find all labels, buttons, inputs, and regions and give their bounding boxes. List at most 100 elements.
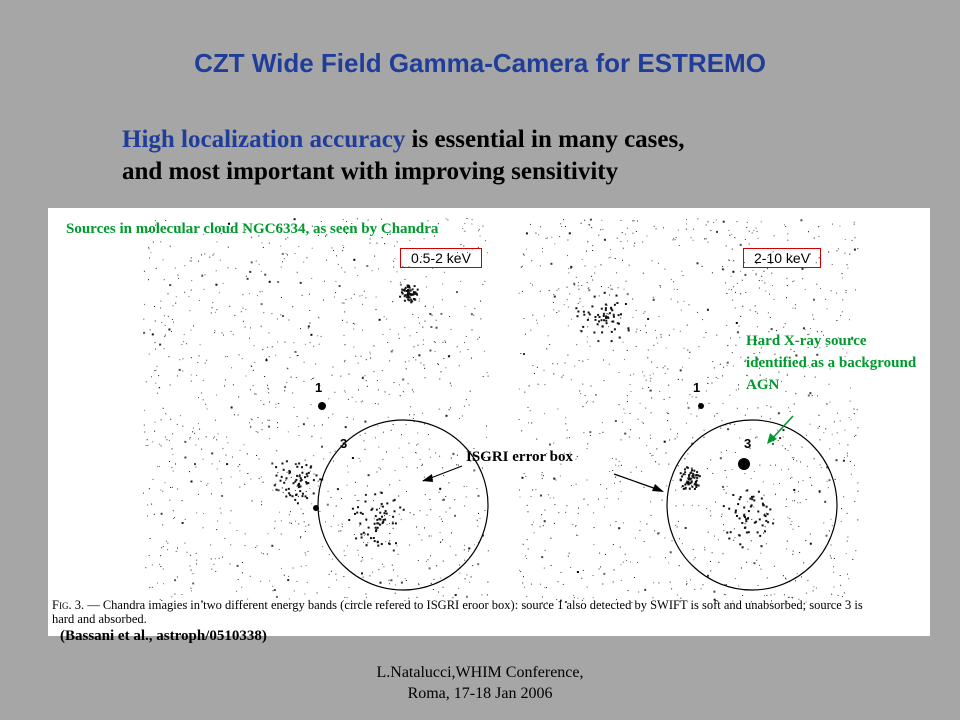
noise-dot — [656, 337, 657, 339]
noise-dot — [543, 315, 545, 317]
noise-dot — [707, 241, 709, 243]
noise-dot — [197, 362, 199, 364]
noise-dot — [532, 521, 534, 523]
noise-dot — [557, 408, 559, 410]
noise-dot — [565, 423, 567, 425]
noise-dot — [343, 550, 345, 552]
source-cluster-dot — [283, 481, 286, 484]
noise-dot — [360, 524, 362, 526]
noise-dot — [341, 523, 343, 525]
noise-dot — [267, 533, 269, 535]
noise-dot — [268, 356, 270, 358]
source-cluster-dot — [624, 303, 627, 305]
noise-dot — [274, 224, 276, 226]
noise-dot — [540, 494, 542, 497]
noise-dot — [331, 374, 333, 376]
noise-dot — [313, 377, 315, 379]
noise-dot — [617, 287, 619, 289]
noise-dot — [358, 499, 360, 501]
noise-dot — [845, 600, 847, 602]
noise-dot — [147, 504, 149, 506]
photon-noise — [143, 218, 859, 604]
noise-dot — [581, 259, 583, 260]
noise-dot — [160, 555, 162, 557]
noise-dot — [441, 299, 443, 301]
noise-dot — [204, 362, 206, 364]
caption-fig-number: Fig. 3. — [52, 598, 85, 612]
noise-dot — [628, 264, 630, 266]
noise-dot — [160, 489, 162, 491]
noise-dot — [753, 353, 755, 354]
noise-dot — [389, 533, 391, 534]
noise-dot — [392, 521, 394, 523]
noise-dot — [199, 428, 201, 430]
noise-dot — [804, 329, 806, 331]
noise-dot — [202, 379, 204, 381]
source-cluster-dot — [575, 307, 578, 310]
noise-dot — [230, 330, 232, 332]
noise-dot — [813, 298, 815, 301]
noise-dot — [830, 544, 832, 546]
noise-dot — [416, 467, 418, 469]
noise-dot — [773, 235, 775, 237]
source-cluster-dot — [691, 485, 694, 488]
source-cluster-dot — [376, 522, 379, 525]
noise-dot — [611, 288, 613, 290]
noise-dot — [162, 524, 164, 526]
noise-dot — [335, 573, 337, 575]
noise-dot — [384, 391, 386, 393]
noise-dot — [367, 542, 369, 544]
noise-dot — [466, 218, 468, 219]
noise-dot — [531, 284, 533, 286]
source-cluster-dot — [403, 288, 406, 291]
noise-dot — [663, 398, 665, 400]
noise-dot — [708, 402, 710, 404]
noise-dot — [262, 481, 264, 483]
noise-dot — [730, 275, 732, 277]
source-cluster-dot — [612, 313, 615, 316]
source-cluster-dot — [273, 484, 276, 487]
noise-dot — [161, 600, 163, 601]
source-cluster-dot — [728, 507, 731, 510]
noise-dot — [767, 312, 769, 314]
noise-dot — [338, 285, 341, 287]
noise-dot — [560, 463, 562, 465]
source-cluster-dot — [409, 289, 412, 292]
noise-dot — [186, 602, 188, 604]
source-cluster-dot — [299, 485, 302, 488]
noise-dot — [787, 450, 789, 451]
noise-dot — [528, 422, 529, 424]
noise-dot — [262, 247, 264, 248]
noise-dot — [739, 337, 741, 339]
source-cluster-dot — [298, 462, 301, 465]
noise-dot — [768, 385, 770, 387]
noise-dot — [267, 346, 269, 348]
source-cluster-dot — [304, 495, 307, 498]
noise-dot — [442, 539, 444, 541]
source-cluster-dot — [351, 507, 354, 510]
source-cluster-dot — [359, 511, 362, 514]
noise-dot — [553, 522, 555, 524]
noise-dot — [445, 414, 448, 417]
noise-dot — [763, 360, 765, 362]
noise-dot — [184, 291, 186, 293]
noise-dot — [549, 344, 551, 345]
noise-dot — [239, 450, 241, 451]
noise-dot — [762, 481, 764, 483]
noise-dot — [164, 334, 166, 336]
noise-dot — [660, 336, 662, 338]
noise-dot — [227, 442, 229, 444]
noise-dot — [816, 331, 818, 333]
noise-dot — [445, 341, 446, 343]
noise-dot — [839, 575, 841, 576]
noise-dot — [541, 514, 543, 516]
noise-dot — [587, 443, 589, 445]
noise-dot — [707, 376, 709, 378]
noise-dot — [825, 534, 828, 537]
noise-dot — [224, 356, 226, 358]
noise-dot — [669, 581, 671, 583]
noise-dot — [750, 428, 752, 430]
noise-dot — [625, 280, 627, 282]
noise-dot — [852, 559, 854, 560]
noise-dot — [328, 398, 330, 400]
